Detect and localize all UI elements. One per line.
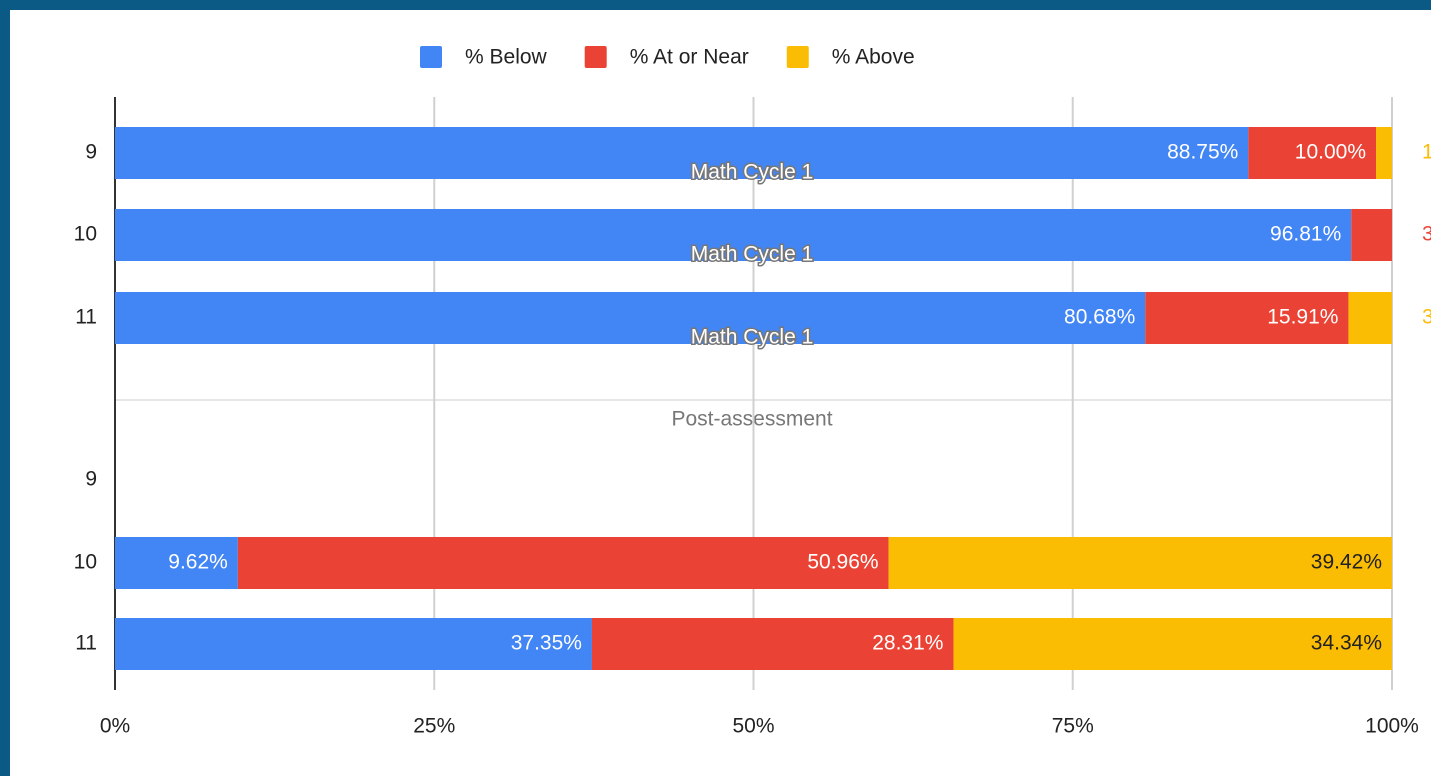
y-tick-label: 10	[74, 551, 97, 574]
value-label: 96.81%	[1270, 223, 1341, 246]
bar-segment	[115, 292, 1146, 344]
bar-segment	[1248, 127, 1377, 179]
bar-segment	[1376, 127, 1392, 179]
value-label: 50.96%	[807, 551, 878, 574]
y-tick-label: 11	[75, 306, 97, 329]
value-label: 3.41%	[1422, 306, 1431, 329]
value-label: 34.34%	[1311, 632, 1382, 655]
x-tick-label: 75%	[1052, 715, 1094, 738]
value-label: 1.25%	[1422, 141, 1431, 164]
bar-segment	[115, 537, 238, 589]
y-tick-label: 11	[75, 632, 97, 655]
x-tick-label: 25%	[413, 715, 455, 738]
legend-swatch	[786, 46, 809, 68]
y-tick-label: 10	[74, 223, 97, 246]
legend-label: % Below	[465, 46, 548, 69]
bar-segment	[115, 618, 592, 670]
legend-swatch	[584, 46, 607, 68]
bar-segment	[1145, 292, 1349, 344]
bar-segment	[115, 127, 1249, 179]
value-label: 10.00%	[1295, 141, 1366, 164]
legend-swatch	[420, 46, 442, 68]
legend-label: % At or Near	[630, 46, 749, 69]
value-label: 37.35%	[511, 632, 582, 655]
value-label: 15.91%	[1267, 306, 1338, 329]
legend-label: % Above	[832, 46, 915, 69]
row-label: Math Cycle 1	[691, 326, 814, 349]
group-label: Post-assessment	[671, 408, 832, 431]
y-tick-label: 9	[85, 468, 97, 491]
bar-segment	[1348, 292, 1392, 344]
row-label: Math Cycle 1	[691, 243, 814, 266]
value-label: 9.62%	[168, 551, 228, 574]
y-tick-label: 9	[85, 141, 97, 164]
value-label: 88.75%	[1167, 141, 1238, 164]
bar-segment	[888, 537, 1392, 589]
x-tick-label: 50%	[732, 715, 774, 738]
bar-segment	[953, 618, 1392, 670]
bar-segment	[591, 618, 954, 670]
bar-segment	[115, 209, 1352, 261]
x-tick-label: 100%	[1365, 715, 1419, 738]
row-label: Math Cycle 1	[691, 161, 814, 184]
bar-segment	[237, 537, 889, 589]
value-label: 39.42%	[1311, 551, 1382, 574]
value-label: 28.31%	[872, 632, 943, 655]
value-label: 80.68%	[1064, 306, 1135, 329]
bar-segment	[1351, 209, 1392, 261]
x-tick-label: 0%	[100, 715, 130, 738]
value-label: 3.19%	[1422, 223, 1431, 246]
